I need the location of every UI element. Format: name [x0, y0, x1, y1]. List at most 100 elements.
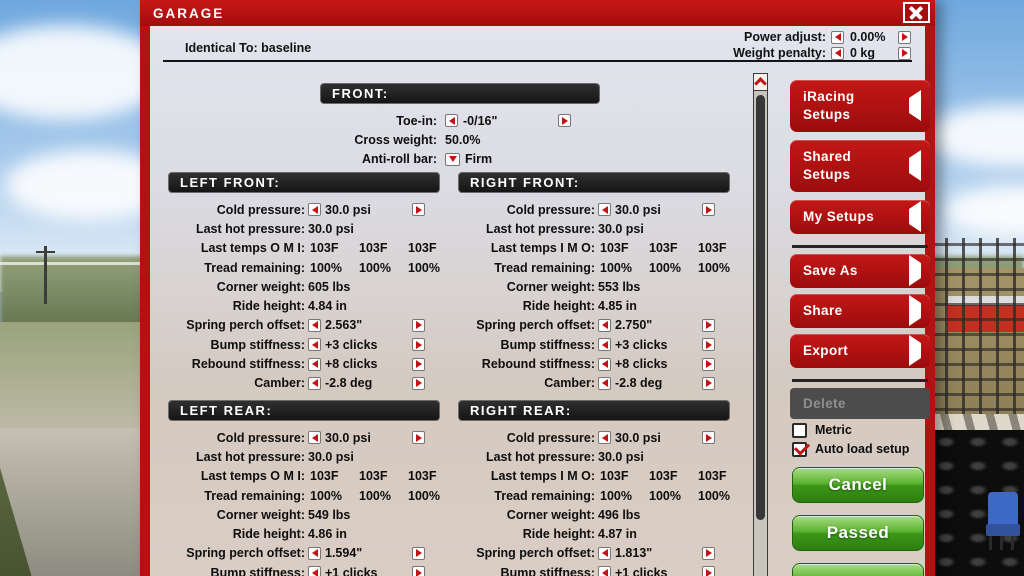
stepper-decrement-button[interactable]	[598, 546, 611, 560]
export-button[interactable]: Export	[790, 334, 930, 368]
setting-value: 605 lbs	[308, 279, 351, 294]
stepper-increment-button[interactable]	[702, 546, 715, 560]
arrow-right-icon	[705, 549, 712, 558]
stepper-increment-button[interactable]	[702, 357, 715, 371]
save-as-button[interactable]: Save As	[790, 254, 930, 288]
cross-weight-row: Cross weight: 50.0%	[320, 130, 600, 149]
stepper-decrement-button[interactable]	[308, 318, 321, 332]
my-setups-button[interactable]: My Setups	[790, 200, 930, 234]
delete-button-disabled: Delete	[790, 388, 930, 419]
setting-row: Corner weight: 496 lbs	[458, 505, 730, 524]
stepper-increment-button[interactable]	[412, 203, 425, 217]
stepper-decrement-button[interactable]	[308, 357, 321, 371]
stepper-increment-button[interactable]	[702, 431, 715, 445]
metric-checkbox[interactable]	[792, 422, 807, 438]
share-button[interactable]: Share	[790, 294, 930, 328]
setting-value: 103F	[600, 469, 629, 484]
stepper-increment-button[interactable]	[412, 338, 425, 352]
scrollbar-up-button[interactable]	[754, 74, 767, 91]
cancel-button[interactable]: Cancel	[792, 467, 924, 503]
chevron-up-icon	[754, 77, 767, 90]
stepper-decrement-button[interactable]	[598, 376, 611, 390]
stepper-increment-button[interactable]	[412, 566, 425, 576]
partial-button[interactable]	[792, 563, 924, 576]
stepper-increment-button[interactable]	[412, 431, 425, 445]
auto-load-setup-checkbox[interactable]	[792, 438, 811, 457]
setting-value: -2.8 deg	[325, 376, 373, 391]
stepper-decrement-button[interactable]	[308, 546, 321, 560]
toe-in-decrement-button[interactable]	[445, 114, 458, 128]
stepper-decrement-button[interactable]	[308, 376, 321, 390]
setting-label: Corner weight:	[216, 507, 305, 522]
setting-row: Camber: -2.8 deg	[168, 374, 440, 393]
stepper-increment-button[interactable]	[702, 566, 715, 576]
stepper-decrement-button[interactable]	[598, 338, 611, 352]
stepper-increment-button[interactable]	[702, 203, 715, 217]
setting-row: Last temps O M I: 103F 103F 103F	[168, 467, 440, 486]
setting-label: Camber:	[254, 376, 305, 391]
stepper-increment-button[interactable]	[702, 376, 715, 390]
chair-seat	[986, 524, 1020, 536]
stepper-decrement-button[interactable]	[308, 566, 321, 576]
arrow-left-icon	[601, 549, 608, 558]
setting-label: Last hot pressure:	[195, 449, 305, 464]
setting-value: 30.0 psi	[308, 449, 354, 464]
setting-row: Ride height: 4.87 in	[458, 524, 730, 543]
stepper-decrement-button[interactable]	[598, 357, 611, 371]
setting-label: Ride height:	[522, 527, 595, 542]
stepper-decrement-button[interactable]	[308, 431, 321, 445]
setting-value: 100%	[359, 488, 391, 503]
stepper-decrement-button[interactable]	[598, 431, 611, 445]
metric-checkbox-row[interactable]: Metric	[792, 422, 930, 438]
setting-label: Last hot pressure:	[485, 449, 595, 464]
stepper-increment-button[interactable]	[412, 357, 425, 371]
setting-value: 100%	[359, 260, 391, 275]
stepper-decrement-button[interactable]	[598, 566, 611, 576]
setting-value-group: 100% 100% 100%	[598, 261, 741, 275]
setting-label: Tread remaining:	[494, 488, 595, 503]
scrollbar[interactable]	[753, 73, 768, 576]
stepper-decrement-button[interactable]	[308, 203, 321, 217]
power-adjust-row: Power adjust: 0.00%	[733, 29, 911, 45]
setting-value: 103F	[649, 241, 678, 256]
stepper-increment-button[interactable]	[412, 318, 425, 332]
power-adjust-increment-button[interactable]	[898, 30, 911, 44]
setting-value: 100%	[310, 260, 342, 275]
power-adjust-decrement-button[interactable]	[831, 30, 844, 44]
shared-setups-button[interactable]: Shared Setups	[790, 140, 930, 192]
setting-value: 103F	[408, 469, 437, 484]
auto-load-setup-checkbox-row[interactable]: Auto load setup	[792, 438, 930, 457]
setting-label: Rebound stiffness:	[191, 357, 305, 372]
weight-penalty-label: Weight penalty:	[733, 46, 826, 60]
stepper-increment-button[interactable]	[702, 338, 715, 352]
stepper-increment-button[interactable]	[412, 376, 425, 390]
setting-value-group: 100% 100% 100%	[308, 261, 451, 275]
setting-row: Last hot pressure: 30.0 psi	[458, 447, 730, 466]
stepper-increment-button[interactable]	[412, 546, 425, 560]
button-label: Export	[803, 343, 849, 358]
setting-label: Tread remaining:	[204, 260, 305, 275]
arrow-down-icon	[448, 156, 457, 163]
setting-value-group: 30.0 psi	[308, 450, 354, 464]
stepper-decrement-button[interactable]	[598, 203, 611, 217]
corner-section: LEFT REAR: Cold pressure: 30.0 psi Last hot…	[168, 399, 440, 576]
stepper-decrement-button[interactable]	[308, 338, 321, 352]
passed-button[interactable]: Passed	[792, 515, 924, 551]
setting-value-group: 4.86 in	[308, 527, 347, 541]
toe-in-increment-button[interactable]	[558, 114, 571, 128]
close-button[interactable]	[903, 2, 930, 23]
arrow-left-icon	[448, 116, 455, 125]
weight-penalty-decrement-button[interactable]	[831, 46, 844, 60]
setting-row: Tread remaining: 100% 100% 100%	[168, 486, 440, 505]
arrow-right-icon	[901, 33, 908, 41]
weight-penalty-increment-button[interactable]	[898, 46, 911, 60]
arrow-left-icon	[601, 205, 608, 214]
anti-roll-bar-dropdown[interactable]	[445, 152, 460, 166]
stepper-increment-button[interactable]	[702, 318, 715, 332]
iracing-setups-button[interactable]: iRacing Setups	[790, 80, 930, 132]
setting-value-group: 4.85 in	[598, 299, 637, 313]
stepper-decrement-button[interactable]	[598, 318, 611, 332]
power-pole-crossbar	[36, 251, 55, 253]
corner-rows: Cold pressure: 30.0 psi Last hot pressure:…	[458, 200, 730, 393]
scrollbar-thumb[interactable]	[756, 95, 765, 520]
